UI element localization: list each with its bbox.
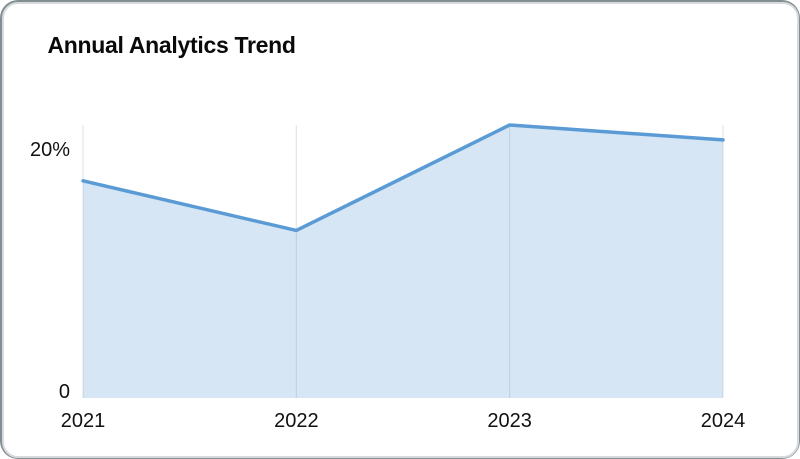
trend-line [81,123,725,233]
trend-area [83,125,723,398]
x-tick-label-2024: 2024 [701,410,746,432]
y-tick-label-20%: 20% [30,139,70,161]
x-tick-label-2021: 2021 [61,410,106,432]
y-tick-label-0: 0 [59,381,70,403]
chart-title: Annual Analytics Trend [47,31,296,58]
x-tick-label-2023: 2023 [487,410,532,432]
x-tick-label-2022: 2022 [274,410,319,432]
